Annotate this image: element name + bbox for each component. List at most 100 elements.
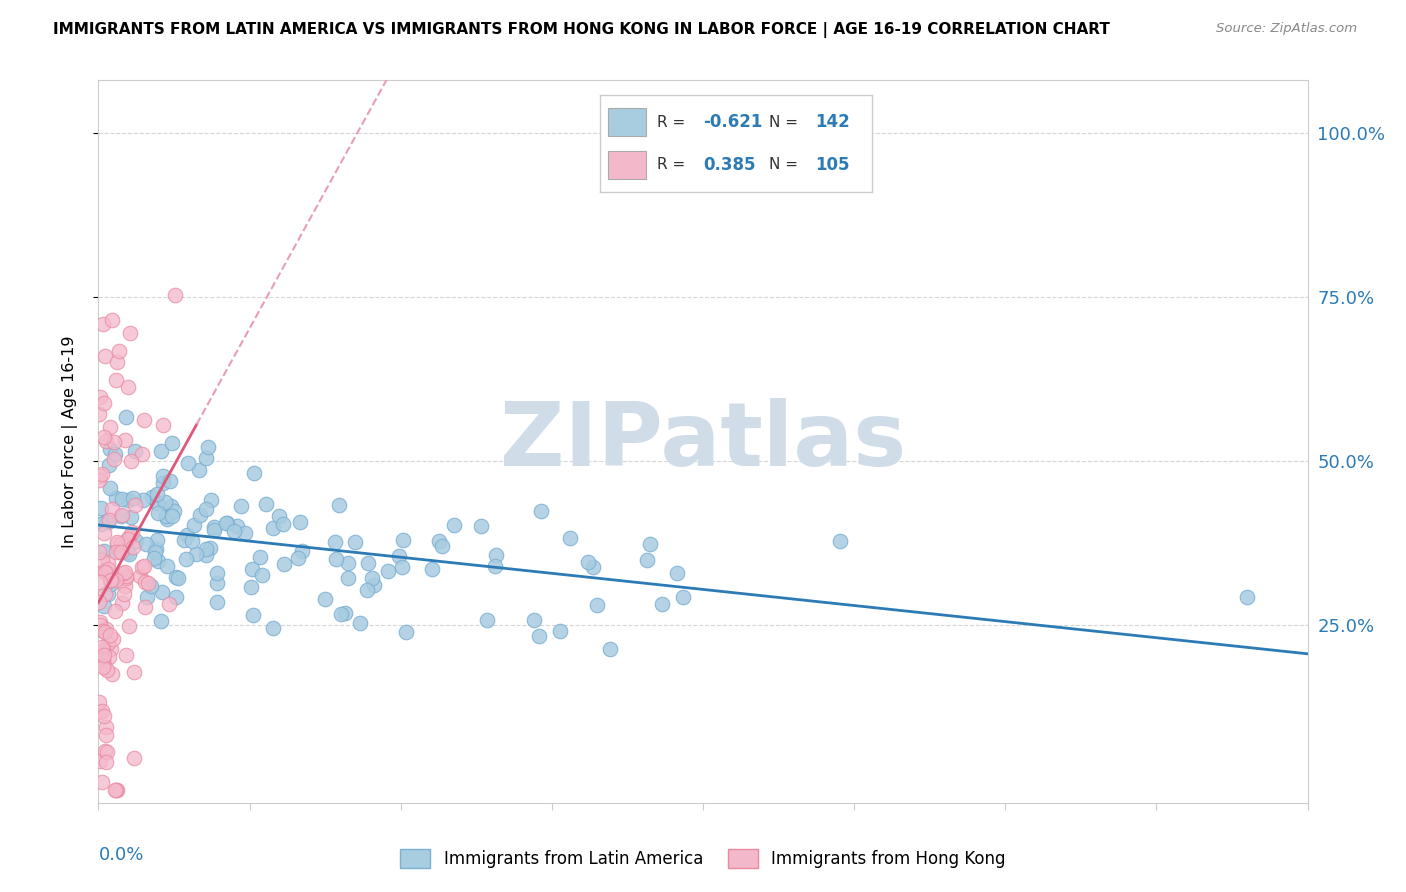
Point [430,539,453,553]
Point [112,566,135,581]
Point [105,573,128,587]
Point [150,584,173,599]
Point [120,510,142,524]
Text: IMMIGRANTS FROM LATIN AMERICA VS IMMIGRANTS FROM HONG KONG IN LABOR FORCE | AGE : IMMIGRANTS FROM LATIN AMERICA VS IMMIGRA… [53,22,1111,38]
Point [110,545,132,559]
Point [176,528,198,542]
Point [101,313,124,327]
Point [197,441,219,455]
Point [165,288,187,302]
Legend: Immigrants from Latin America, Immigrants from Hong Kong: Immigrants from Latin America, Immigrant… [394,842,1012,875]
Point [112,587,135,601]
Point [160,499,183,513]
Point [89,705,111,719]
Point [377,564,399,578]
Point [91,705,114,719]
Point [115,571,138,585]
Point [267,508,290,523]
Point [200,493,222,508]
Point [105,354,128,368]
Point [96,622,118,636]
Point [139,579,162,593]
Point [240,580,263,594]
Point [120,326,142,340]
Point [96,720,118,734]
Point [118,547,141,561]
Point [118,618,141,632]
Point [205,576,228,591]
Point [114,568,136,582]
Text: ZIPatlas: ZIPatlas [501,398,905,485]
Point [121,491,143,505]
Point [108,544,131,558]
Point [485,549,508,563]
Point [89,754,111,768]
Point [117,380,139,394]
Point [159,474,181,488]
Point [104,782,127,797]
Point [180,534,202,549]
Point [91,640,114,655]
Point [188,508,211,522]
Point [103,632,125,646]
Point [108,569,131,583]
Point [124,499,146,513]
Point [90,516,112,531]
Point [114,434,136,448]
Point [103,435,125,450]
Point [828,534,851,549]
Point [117,532,139,546]
Point [205,566,228,580]
Point [91,775,114,789]
Point [132,492,155,507]
Point [117,493,139,508]
Point [94,728,117,742]
Point [146,553,169,567]
Point [240,562,263,576]
Point [93,526,115,541]
Point [672,590,695,604]
Point [114,566,136,580]
Point [124,444,146,458]
Point [163,504,186,518]
Point [173,533,195,547]
Point [94,744,117,758]
Point [93,395,115,409]
Point [120,454,142,468]
Point [90,467,112,482]
Point [131,560,153,574]
Point [202,524,225,538]
Point [335,607,357,621]
Point [271,516,294,531]
Point [195,501,218,516]
Point [87,595,110,609]
Point [148,506,170,520]
Point [470,518,492,533]
Point [160,508,183,523]
Point [121,524,143,539]
Point [96,434,118,448]
Point [262,621,284,635]
Point [363,577,385,591]
Point [290,544,312,558]
Point [155,495,177,509]
Point [101,502,124,516]
Point [443,517,465,532]
Point [118,530,141,544]
Point [97,587,120,601]
Point [93,564,115,578]
Point [136,590,159,604]
Point [111,596,134,610]
Point [122,750,145,764]
Point [165,590,187,604]
Point [89,469,111,483]
Point [129,569,152,583]
Point [101,667,124,681]
Point [114,410,136,425]
Point [134,574,156,589]
Point [581,559,603,574]
Point [217,516,239,530]
Point [96,663,118,677]
Point [530,504,553,518]
Point [177,456,200,470]
